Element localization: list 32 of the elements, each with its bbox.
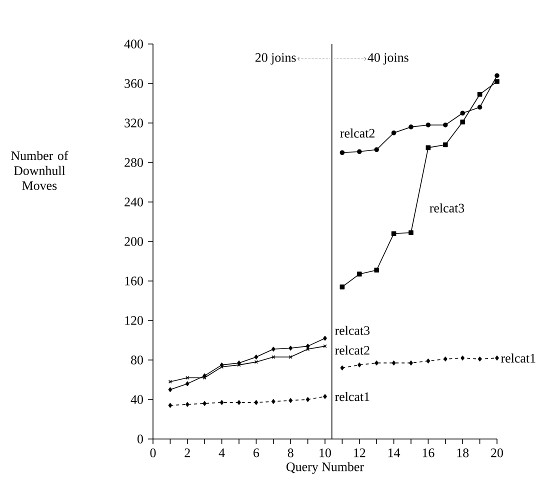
y-tick-label: 400 [124,40,143,48]
y-tick-label: 80 [131,356,143,364]
series-label: relcat2 [335,346,370,355]
y-tick-label: 320 [124,118,143,128]
y-tick-label: 40 [130,395,143,404]
series-label: relcat1 [501,353,536,363]
y-axis-title: Number of Downhull Moves [11,150,68,190]
x-tick-label: 18 [457,448,469,458]
annotation: 20 joins [255,53,296,64]
x-tick-label: 20 [491,448,503,458]
y-tick-label: 200 [124,237,143,246]
x-axis-title: Query Number [286,462,364,474]
series-label: relcat2 [340,128,374,138]
x-tick-label: 10 [320,448,331,458]
x-tick-label: 14 [388,448,400,458]
annotation: 40 joins [368,53,408,64]
x-tick-label: 6 [254,448,260,458]
x-tick-label: 12 [354,448,366,458]
y-tick-label: 280 [124,158,143,167]
y-tick-label: 240 [124,198,143,206]
x-tick-label: 4 [218,448,225,458]
x-tick-label: 16 [422,448,434,458]
series-label: relcat3 [335,326,370,335]
series-label: relcat1 [335,392,370,402]
series-label: relcat3 [430,203,464,212]
y-tick-label: 0 [138,434,143,444]
y-tick-label: 120 [125,316,143,325]
x-tick-label: 8 [288,448,294,458]
y-tick-label: 360 [124,79,143,88]
x-tick-label: 2 [184,448,190,458]
x-tick-label: 0 [150,448,156,458]
y-tick-label: 160 [125,276,143,286]
